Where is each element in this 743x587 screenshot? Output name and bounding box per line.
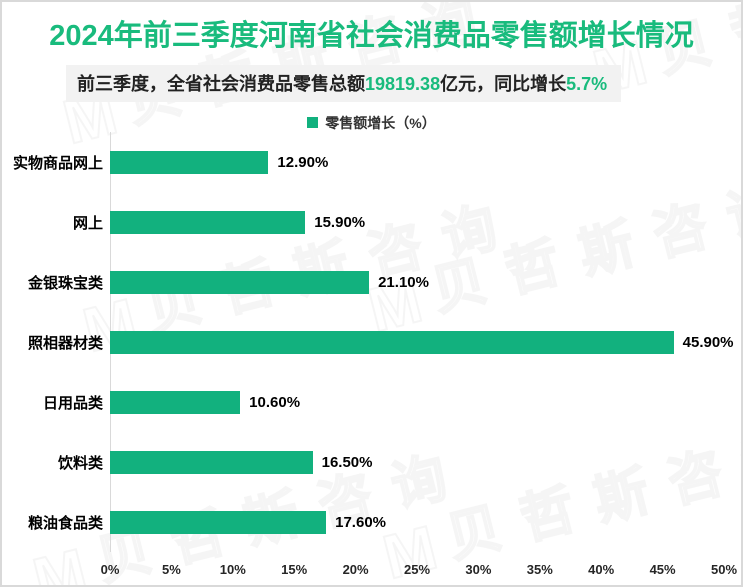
plot-area: 16.50% xyxy=(110,432,724,492)
plot-area: 12.90% xyxy=(110,132,724,192)
x-tick-label: 50% xyxy=(710,562,738,577)
subtitle-total-value: 19819.38 xyxy=(365,74,441,94)
bar-row: 实物商品网上 12.90% xyxy=(2,132,741,192)
legend: 零售额增长（%） xyxy=(2,114,741,131)
plot-area: 15.90% xyxy=(110,192,724,252)
plot-area: 10.60% xyxy=(110,372,724,432)
x-tick-label: 10% xyxy=(219,562,246,577)
x-tick-label: 35% xyxy=(526,562,553,577)
x-tick-label: 0% xyxy=(100,562,120,577)
legend-marker xyxy=(307,117,319,128)
plot-area: 17.60% xyxy=(110,492,724,552)
category-label: 网上 xyxy=(72,214,103,232)
bar-chart: 实物商品网上 12.90% 网上 15.90% 金银珠宝类 21.10% 照相器材类 45.9… xyxy=(2,132,741,584)
subtitle-middle: 亿元，同比增长 xyxy=(440,74,567,94)
bar-value-label: 15.90% xyxy=(314,213,366,231)
subtitle-prefix: 前三季度，全省社会消费品零售总额 xyxy=(77,74,365,94)
bar-row: 网上 15.90% xyxy=(2,192,741,252)
bar xyxy=(110,510,327,534)
category-label: 金银珠宝类 xyxy=(27,274,103,292)
bar xyxy=(110,450,313,474)
category-label: 日用品类 xyxy=(42,394,103,412)
x-tick-label: 40% xyxy=(588,562,615,577)
subtitle-banner: 前三季度，全省社会消费品零售总额19819.38亿元，同比增长5.7% xyxy=(66,65,622,102)
bar-rows: 实物商品网上 12.90% 网上 15.90% 金银珠宝类 21.10% 照相器材类 45.9… xyxy=(2,132,741,552)
x-tick-label: 25% xyxy=(403,562,431,577)
x-axis: 0% 5% 10% 15% 20% 25% 30% 35% 40% 45% 50% xyxy=(101,558,737,584)
category-label: 饮料类 xyxy=(57,454,103,472)
bar-value-label: 21.10% xyxy=(378,273,429,291)
plot-area: 21.10% xyxy=(110,252,724,312)
bar xyxy=(110,330,674,354)
x-tick-label: 5% xyxy=(161,562,181,577)
bar-value-label: 16.50% xyxy=(321,453,373,471)
legend-label: 零售额增长（%） xyxy=(325,114,436,131)
x-tick-label: 15% xyxy=(281,562,308,577)
bar-value-label: 17.60% xyxy=(335,513,386,531)
bar-value-label: 10.60% xyxy=(249,393,301,411)
x-tick-label: 30% xyxy=(465,562,492,577)
x-tick-label: 20% xyxy=(342,562,369,577)
page-title: 2024年前三季度河南省社会消费品零售额增长情况 xyxy=(49,20,694,52)
bar-row: 金银珠宝类 21.10% xyxy=(2,252,741,312)
category-label: 粮油食品类 xyxy=(27,514,103,532)
bar xyxy=(110,270,370,294)
bar xyxy=(110,150,269,174)
plot-area: 45.90% xyxy=(110,312,734,372)
bar-row: 照相器材类 45.90% xyxy=(2,312,741,372)
bar-value-label: 45.90% xyxy=(682,333,734,351)
category-label: 实物商品网上 xyxy=(12,154,103,172)
bar-row: 粮油食品类 17.60% xyxy=(2,492,741,552)
bar xyxy=(110,390,241,414)
bar-row: 日用品类 10.60% xyxy=(2,372,741,432)
category-label: 照相器材类 xyxy=(27,334,103,352)
x-tick-label: 45% xyxy=(649,562,676,577)
bar xyxy=(110,210,306,234)
bar-value-label: 12.90% xyxy=(277,153,329,171)
subtitle-growth-value: 5.7% xyxy=(566,74,608,94)
bar-row: 饮料类 16.50% xyxy=(2,432,741,492)
